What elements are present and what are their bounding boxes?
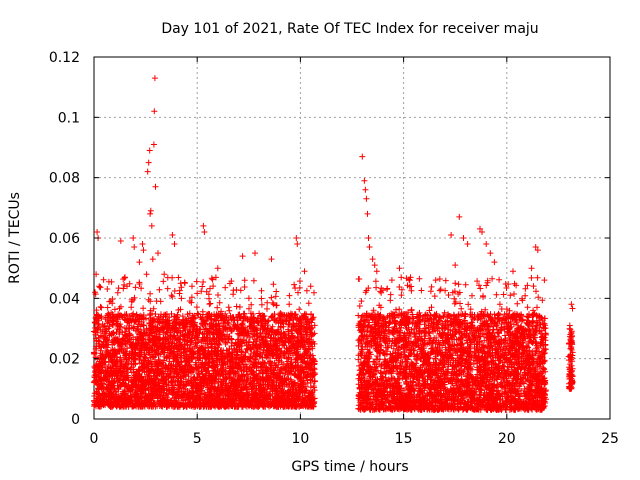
data-point <box>296 306 303 313</box>
data-point <box>311 289 317 296</box>
data-point <box>169 293 176 300</box>
data-point <box>258 287 265 294</box>
data-point <box>104 286 111 292</box>
data-point <box>200 279 207 285</box>
data-point <box>206 301 213 308</box>
data-point <box>114 289 121 296</box>
data-point <box>178 284 185 291</box>
data-point <box>286 301 293 308</box>
data-point <box>230 291 237 298</box>
data-point <box>104 304 111 311</box>
data-point <box>140 305 147 312</box>
data-point <box>175 274 182 281</box>
data-point <box>193 304 200 311</box>
data-point <box>147 290 154 297</box>
data-point <box>264 299 271 306</box>
data-point <box>258 295 265 302</box>
data-point <box>199 308 206 315</box>
data-point <box>199 283 206 290</box>
data-point <box>208 275 215 282</box>
data-point <box>258 301 265 308</box>
data-point <box>245 295 252 302</box>
data-point <box>215 292 221 298</box>
data-point <box>160 278 167 285</box>
data-point <box>222 284 229 291</box>
data-point <box>268 313 275 320</box>
data-point <box>207 300 214 307</box>
data-point <box>189 283 195 290</box>
data-point <box>206 295 212 302</box>
data-point <box>250 277 257 284</box>
data-point <box>226 307 233 314</box>
data-point <box>236 304 243 310</box>
data-point <box>241 284 248 290</box>
data-point <box>264 305 270 312</box>
data-point <box>125 326 132 332</box>
data-point <box>256 310 263 317</box>
data-point <box>164 285 171 292</box>
data-point <box>273 288 280 295</box>
data-point <box>156 286 163 293</box>
data-point <box>147 298 154 305</box>
data-point <box>233 286 240 293</box>
data-point <box>121 281 128 288</box>
data-points <box>91 75 576 413</box>
data-point <box>160 389 167 396</box>
data-point <box>100 276 107 283</box>
data-point <box>168 292 175 299</box>
data-point <box>132 284 139 291</box>
data-point <box>268 294 275 301</box>
data-point <box>145 296 152 303</box>
data-point <box>303 287 310 294</box>
data-point <box>169 274 176 281</box>
data-point <box>291 281 298 288</box>
data-point <box>193 278 200 285</box>
data-point <box>97 284 104 291</box>
data-point <box>105 278 112 285</box>
data-point <box>128 304 135 311</box>
data-point <box>311 322 318 329</box>
data-point <box>270 281 277 288</box>
data-point <box>286 292 293 299</box>
data-point <box>225 304 232 311</box>
data-point <box>255 367 262 374</box>
data-point <box>97 303 104 310</box>
data-point <box>157 298 164 305</box>
data-point <box>305 300 312 307</box>
data-point <box>241 277 248 284</box>
data-point <box>296 278 303 285</box>
